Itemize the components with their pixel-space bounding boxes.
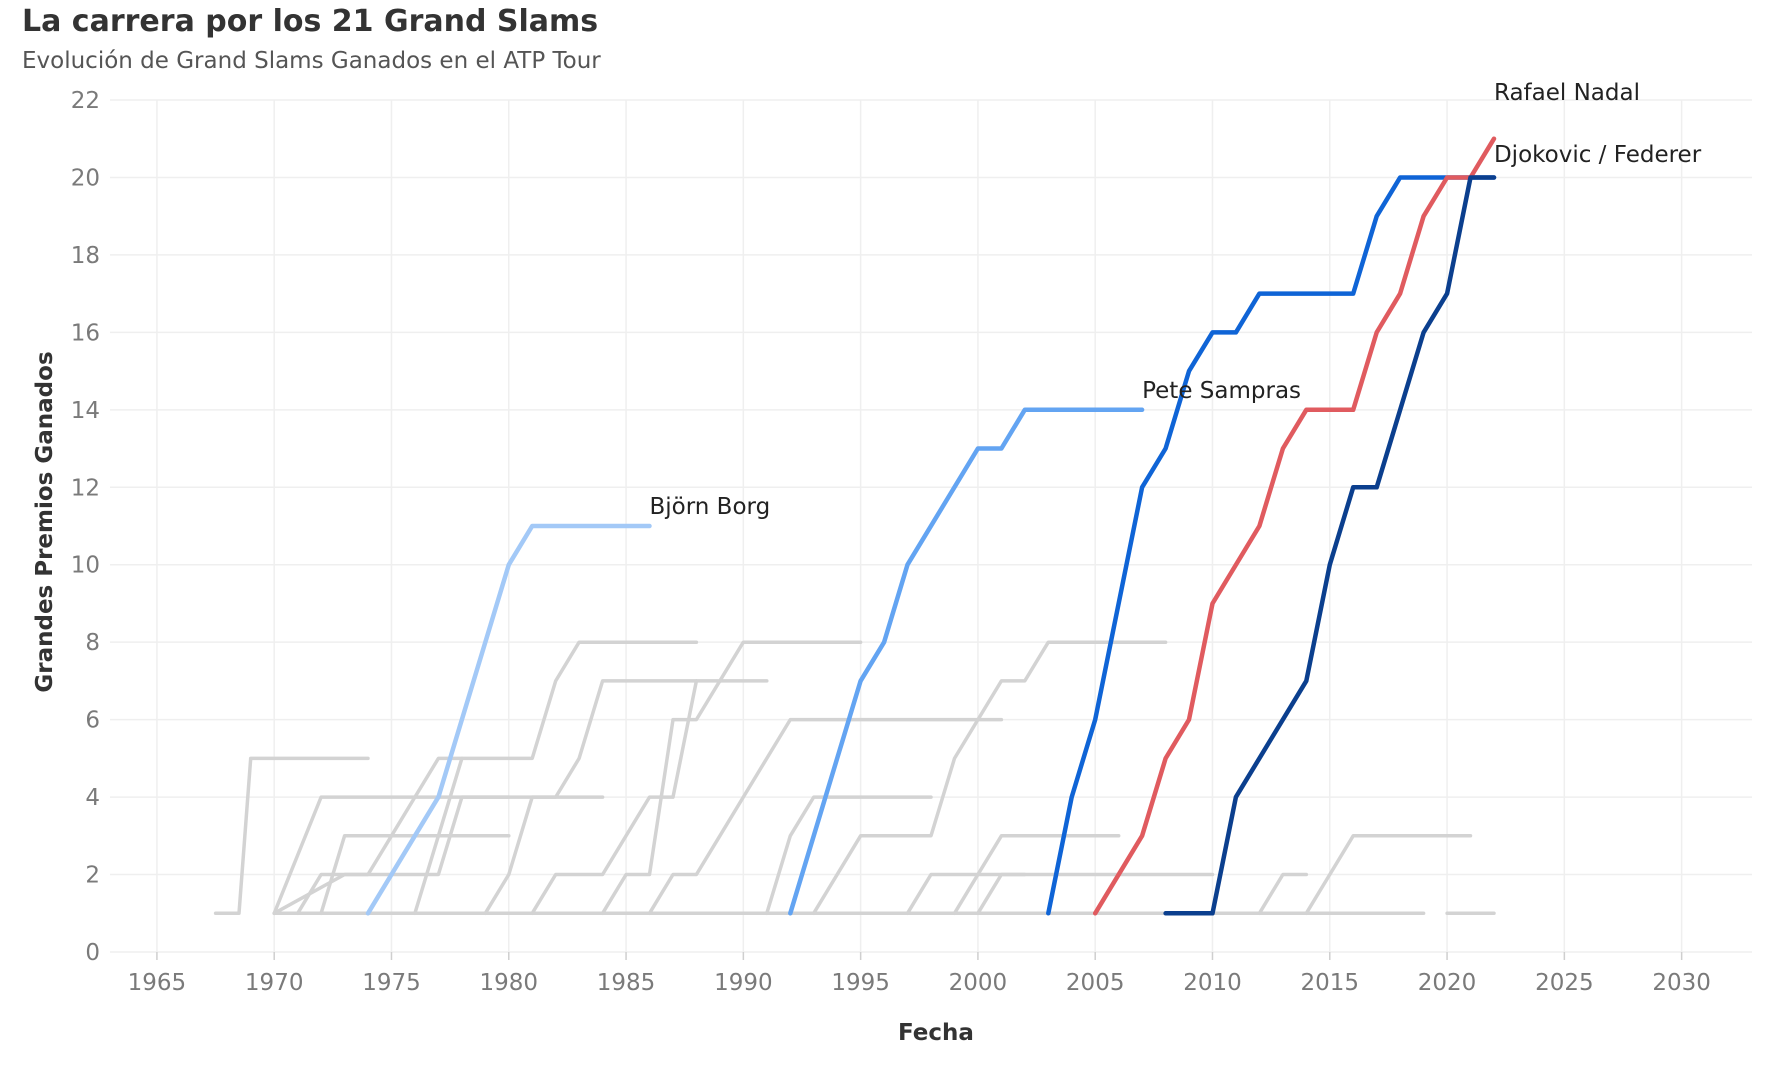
series-line-g3 (272, 795, 511, 916)
series-line-g18 (1304, 834, 1473, 916)
y-tick-label: 22 (71, 88, 100, 114)
series-line-g2 (272, 795, 605, 916)
x-tick-label: 2015 (1300, 970, 1359, 996)
series-line-g12 (811, 640, 1168, 916)
x-tick-label: 1990 (714, 970, 773, 996)
y-tick-label: 2 (85, 863, 100, 889)
annotation-djokovic: Djokovic / Federer (1494, 142, 1702, 168)
y-tick-label: 8 (85, 630, 100, 656)
series-line-djokovic (1163, 175, 1497, 916)
chart-subtitle: Evolución de Grand Slams Ganados en el A… (22, 48, 601, 74)
x-tick-label: 1995 (831, 970, 890, 996)
x-tick-label: 1980 (479, 970, 538, 996)
y-tick-label: 10 (71, 553, 100, 579)
x-tick-label: 2020 (1418, 970, 1477, 996)
series-line-g4 (319, 756, 464, 916)
y-tick-label: 6 (85, 708, 100, 734)
y-tick-label: 20 (71, 165, 100, 191)
series-line-g10 (647, 717, 1004, 916)
series-line-nadal (1092, 136, 1497, 916)
x-tick-label: 2030 (1652, 970, 1711, 996)
series-line-g5 (295, 834, 511, 916)
series-line-g13 (905, 872, 1215, 916)
x-axis-label: Fecha (898, 1020, 974, 1046)
chart-title: La carrera por los 21 Grand Slams (22, 4, 599, 39)
series-line-sampras (788, 407, 1145, 916)
series-lines (213, 136, 1497, 916)
series-line-g6 (413, 640, 699, 916)
x-tick-label: 1965 (128, 970, 187, 996)
series-line-g11 (765, 795, 933, 916)
x-tick-label: 1970 (245, 970, 304, 996)
annotation-sampras: Pete Sampras (1142, 378, 1301, 404)
annotation-borg: Björn Borg (650, 494, 771, 520)
series-line-g14 (952, 834, 1121, 916)
grid-lines (110, 99, 1752, 953)
y-tick-label: 14 (71, 398, 100, 424)
x-axis-ticks: 1965 1970 1975 1980 1985 1990 1995 2000 2005 2010… (128, 952, 1711, 996)
series-line-federer (1046, 175, 1497, 916)
series-annotations: Björn Borg Pete Sampras Rafael Nadal Djokov… (650, 80, 1702, 520)
y-axis-label: Grandes Premios Ganados (32, 351, 58, 692)
x-tick-label: 2010 (1183, 970, 1242, 996)
y-tick-label: 12 (71, 475, 100, 501)
series-line-g8 (530, 679, 699, 916)
x-tick-label: 1975 (362, 970, 421, 996)
y-tick-label: 16 (71, 320, 100, 346)
y-tick-label: 4 (85, 785, 100, 811)
x-tick-label: 1985 (597, 970, 656, 996)
series-line-g9 (600, 640, 863, 916)
annotation-nadal: Rafael Nadal (1494, 80, 1640, 106)
x-tick-label: 2025 (1535, 970, 1594, 996)
y-tick-label: 0 (85, 940, 100, 966)
series-line-g15 (976, 872, 1027, 916)
series-line-g1 (213, 756, 370, 916)
series-line-g7 (483, 679, 769, 916)
y-tick-label: 18 (71, 243, 100, 269)
x-tick-label: 2005 (1066, 970, 1125, 996)
x-tick-label: 2000 (949, 970, 1008, 996)
series-line-borg (365, 523, 652, 916)
series-line-g17 (1257, 872, 1309, 916)
y-axis-ticks: 0 2 4 6 8 10 12 14 16 18 20 22 (71, 88, 100, 966)
